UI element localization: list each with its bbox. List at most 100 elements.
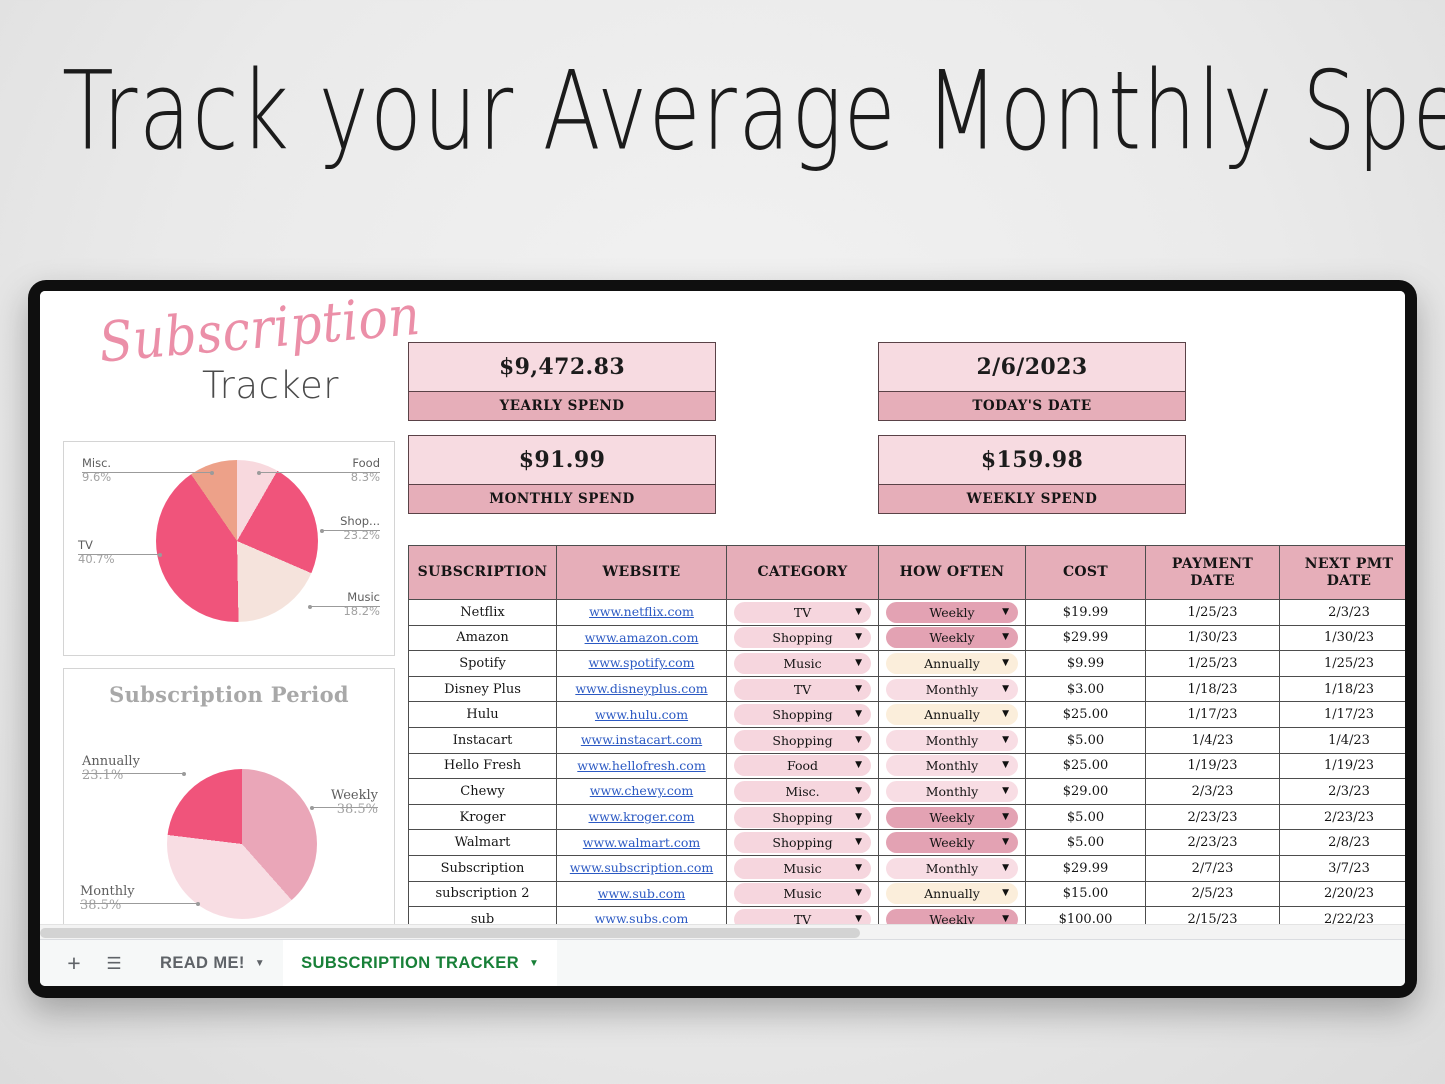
chevron-down-icon[interactable]: ▼ bbox=[1002, 709, 1009, 720]
chevron-down-icon[interactable]: ▼ bbox=[855, 785, 862, 796]
chevron-down-icon[interactable]: ▼ bbox=[855, 913, 862, 924]
how-often-dropdown[interactable]: Annually ▼ bbox=[886, 883, 1018, 905]
pie-label-shopping: Shop... 23.2% bbox=[340, 514, 380, 542]
cell-payment-date: 1/17/23 bbox=[1145, 701, 1280, 728]
how-often-dropdown[interactable]: Annually ▼ bbox=[886, 652, 1018, 674]
table-row: Instacart www.instacart.com Shopping ▼ Month… bbox=[408, 726, 1405, 754]
website-link[interactable]: www.chewy.com bbox=[589, 783, 694, 799]
cell-website: www.netflix.com bbox=[556, 599, 727, 626]
chevron-down-icon[interactable]: ▼ bbox=[1002, 837, 1009, 848]
website-link[interactable]: www.instacart.com bbox=[580, 732, 703, 748]
chevron-down-icon[interactable]: ▼ bbox=[1002, 683, 1009, 694]
chevron-down-icon[interactable]: ▼ bbox=[1002, 606, 1009, 617]
payment-date-value: 1/25/23 bbox=[1187, 655, 1238, 671]
subscription-name: Chewy bbox=[460, 783, 505, 799]
chevron-down-icon[interactable]: ▼ bbox=[1002, 632, 1009, 643]
website-link[interactable]: www.amazon.com bbox=[584, 629, 699, 645]
website-link[interactable]: www.netflix.com bbox=[589, 604, 694, 620]
how-often-dropdown[interactable]: Monthly ▼ bbox=[886, 755, 1018, 777]
chevron-down-icon[interactable]: ▼ bbox=[254, 957, 266, 969]
chevron-down-icon[interactable]: ▼ bbox=[855, 734, 862, 745]
chevron-down-icon[interactable]: ▼ bbox=[529, 957, 540, 969]
leader-food bbox=[257, 470, 380, 475]
website-link[interactable]: www.subscription.com bbox=[569, 860, 714, 876]
chevron-down-icon[interactable]: ▼ bbox=[1002, 657, 1009, 668]
how-often-dropdown[interactable]: Monthly ▼ bbox=[886, 678, 1018, 700]
category-dropdown[interactable]: Shopping ▼ bbox=[734, 806, 871, 828]
chevron-down-icon[interactable]: ▼ bbox=[855, 606, 862, 617]
sheet-tab-read-me[interactable]: READ ME! ▼ bbox=[142, 940, 283, 986]
website-link[interactable]: www.walmart.com bbox=[582, 834, 701, 850]
category-dropdown[interactable]: TV ▼ bbox=[734, 601, 871, 623]
chevron-down-icon[interactable]: ▼ bbox=[855, 632, 862, 643]
cell-subscription: Netflix bbox=[408, 599, 557, 626]
subscription-name: Amazon bbox=[456, 630, 509, 646]
pie-label-annually: Annually 23.1% bbox=[82, 754, 140, 783]
cell-subscription: Disney Plus bbox=[408, 675, 557, 703]
table-row: Walmart www.walmart.com Shopping ▼ Weekly ▼ $5… bbox=[408, 829, 1405, 856]
chevron-down-icon[interactable]: ▼ bbox=[1002, 785, 1009, 796]
category-dropdown[interactable]: Shopping ▼ bbox=[734, 832, 871, 854]
horizontal-scrollbar[interactable] bbox=[40, 924, 1405, 939]
website-link[interactable]: www.disneyplus.com bbox=[575, 681, 708, 697]
pie-period-slices bbox=[167, 769, 317, 919]
chevron-down-icon[interactable]: ▼ bbox=[855, 862, 862, 873]
website-link[interactable]: www.spotify.com bbox=[588, 655, 695, 671]
category-dropdown[interactable]: Shopping ▼ bbox=[734, 704, 871, 726]
website-link[interactable]: www.hulu.com bbox=[594, 706, 689, 722]
horizontal-scrollbar-thumb[interactable] bbox=[40, 928, 860, 938]
cost-value: $5.00 bbox=[1066, 732, 1105, 748]
chevron-down-icon[interactable]: ▼ bbox=[855, 709, 862, 720]
website-link[interactable]: www.hellofresh.com bbox=[577, 757, 706, 773]
website-link[interactable]: www.sub.com bbox=[597, 885, 686, 901]
chevron-down-icon[interactable]: ▼ bbox=[855, 760, 862, 771]
category-value: TV bbox=[793, 604, 812, 620]
sheet-tab-subscription-tracker[interactable]: SUBSCRIPTION TRACKER ▼ bbox=[283, 940, 558, 986]
chevron-down-icon[interactable]: ▼ bbox=[1002, 734, 1009, 745]
category-dropdown[interactable]: Shopping ▼ bbox=[734, 627, 871, 649]
next-pmt-date-value: 2/23/23 bbox=[1323, 809, 1375, 825]
how-often-dropdown[interactable]: Weekly ▼ bbox=[886, 601, 1018, 623]
chevron-down-icon[interactable]: ▼ bbox=[1002, 862, 1009, 873]
how-often-dropdown[interactable]: Weekly ▼ bbox=[886, 806, 1018, 828]
category-dropdown[interactable]: TV ▼ bbox=[734, 678, 871, 700]
page-title: Track your Average Monthly Spend bbox=[62, 48, 1445, 175]
chevron-down-icon[interactable]: ▼ bbox=[1002, 760, 1009, 771]
how-often-dropdown[interactable]: Weekly ▼ bbox=[886, 832, 1018, 854]
chart-category-breakdown: Misc. 9.6% Food 8.3% Shop... 23.2% bbox=[63, 441, 395, 656]
category-dropdown[interactable]: Shopping ▼ bbox=[734, 729, 871, 751]
website-link[interactable]: www.kroger.com bbox=[588, 809, 695, 825]
add-sheet-button[interactable]: + bbox=[67, 949, 81, 976]
chevron-down-icon[interactable]: ▼ bbox=[1002, 811, 1009, 822]
cell-category: TV ▼ bbox=[726, 675, 879, 703]
category-dropdown[interactable]: Music ▼ bbox=[734, 652, 871, 674]
chevron-down-icon[interactable]: ▼ bbox=[855, 683, 862, 694]
monthly-spend-label: MONTHLY SPEND bbox=[409, 484, 715, 513]
website-link[interactable]: www.subs.com bbox=[594, 911, 689, 927]
logo-sans-text: Tracker bbox=[202, 364, 339, 407]
category-dropdown[interactable]: Misc. ▼ bbox=[734, 780, 871, 802]
all-sheets-icon[interactable]: ☰ bbox=[106, 953, 122, 973]
chevron-down-icon[interactable]: ▼ bbox=[855, 837, 862, 848]
how-often-dropdown[interactable]: Weekly ▼ bbox=[886, 627, 1018, 649]
how-often-dropdown[interactable]: Monthly ▼ bbox=[886, 857, 1018, 879]
subscription-name: sub bbox=[470, 911, 495, 927]
cost-value: $25.00 bbox=[1062, 707, 1109, 723]
next-pmt-date-value: 3/7/23 bbox=[1328, 860, 1370, 876]
chevron-down-icon[interactable]: ▼ bbox=[855, 888, 862, 899]
next-pmt-date-value: 2/8/23 bbox=[1328, 835, 1370, 851]
chevron-down-icon[interactable]: ▼ bbox=[855, 657, 862, 668]
cell-how-often: Monthly ▼ bbox=[878, 778, 1026, 805]
category-dropdown[interactable]: Music ▼ bbox=[734, 883, 871, 905]
cell-website: www.hellofresh.com bbox=[556, 752, 727, 780]
category-dropdown[interactable]: Music ▼ bbox=[734, 857, 871, 879]
how-often-dropdown[interactable]: Annually ▼ bbox=[886, 704, 1018, 726]
pie-label-misc: Misc. 9.6% bbox=[82, 456, 112, 484]
chevron-down-icon[interactable]: ▼ bbox=[855, 811, 862, 822]
how-often-dropdown[interactable]: Monthly ▼ bbox=[886, 729, 1018, 751]
how-often-dropdown[interactable]: Monthly ▼ bbox=[886, 780, 1018, 802]
category-dropdown[interactable]: Food ▼ bbox=[734, 755, 871, 777]
chevron-down-icon[interactable]: ▼ bbox=[1002, 888, 1009, 899]
cell-subscription: subscription 2 bbox=[408, 880, 557, 908]
chevron-down-icon[interactable]: ▼ bbox=[1002, 913, 1009, 924]
